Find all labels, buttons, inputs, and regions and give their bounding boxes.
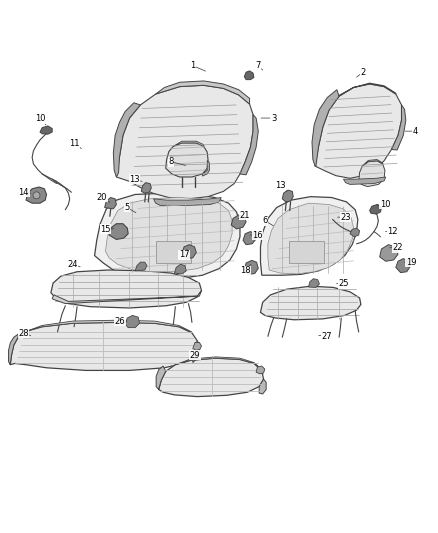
Text: 13: 13 xyxy=(275,181,287,191)
Polygon shape xyxy=(40,126,52,134)
Polygon shape xyxy=(380,245,398,261)
Polygon shape xyxy=(155,81,250,104)
Text: 14: 14 xyxy=(18,188,31,197)
Polygon shape xyxy=(396,259,410,272)
Text: 24: 24 xyxy=(67,260,80,269)
Polygon shape xyxy=(51,270,201,308)
Text: 20: 20 xyxy=(97,193,110,203)
Polygon shape xyxy=(193,341,199,362)
Polygon shape xyxy=(174,264,186,274)
Polygon shape xyxy=(289,241,324,263)
Polygon shape xyxy=(312,90,339,166)
Polygon shape xyxy=(173,141,204,147)
Polygon shape xyxy=(125,316,140,328)
Polygon shape xyxy=(261,286,361,320)
Text: 17: 17 xyxy=(179,249,189,259)
Text: 5: 5 xyxy=(125,203,136,213)
Text: 10: 10 xyxy=(377,199,390,208)
Polygon shape xyxy=(243,231,256,245)
Polygon shape xyxy=(106,198,232,272)
Text: 1: 1 xyxy=(190,61,205,71)
Text: 7: 7 xyxy=(256,61,263,70)
Polygon shape xyxy=(343,177,386,184)
Polygon shape xyxy=(370,205,381,214)
Polygon shape xyxy=(308,279,319,287)
Polygon shape xyxy=(261,197,358,275)
Text: 12: 12 xyxy=(385,227,398,236)
Polygon shape xyxy=(283,190,293,202)
Polygon shape xyxy=(244,71,254,79)
Polygon shape xyxy=(153,198,221,205)
Text: 13: 13 xyxy=(129,175,142,184)
Polygon shape xyxy=(26,187,46,203)
Polygon shape xyxy=(141,183,151,193)
Polygon shape xyxy=(362,159,383,166)
Text: 11: 11 xyxy=(69,139,81,149)
Text: 19: 19 xyxy=(404,257,417,266)
Polygon shape xyxy=(155,241,191,263)
Polygon shape xyxy=(256,366,265,374)
Text: 28: 28 xyxy=(18,329,31,338)
Text: 22: 22 xyxy=(390,243,403,252)
Text: 3: 3 xyxy=(261,114,276,123)
Polygon shape xyxy=(359,161,385,187)
Polygon shape xyxy=(193,343,201,350)
Polygon shape xyxy=(175,357,262,369)
Polygon shape xyxy=(268,203,353,274)
Polygon shape xyxy=(315,84,402,179)
Polygon shape xyxy=(166,143,208,177)
Text: 16: 16 xyxy=(250,231,263,239)
Circle shape xyxy=(33,192,40,199)
Text: 2: 2 xyxy=(357,68,366,77)
Polygon shape xyxy=(109,224,128,239)
Polygon shape xyxy=(244,261,258,274)
Text: 23: 23 xyxy=(338,213,351,222)
Text: 10: 10 xyxy=(35,115,46,125)
Text: 21: 21 xyxy=(238,211,250,220)
Text: 6: 6 xyxy=(262,216,273,226)
Polygon shape xyxy=(11,322,197,370)
Polygon shape xyxy=(135,262,147,271)
Text: 27: 27 xyxy=(319,332,332,341)
Polygon shape xyxy=(113,103,141,177)
Polygon shape xyxy=(231,215,246,229)
Text: 8: 8 xyxy=(168,157,186,166)
Polygon shape xyxy=(156,366,166,390)
Polygon shape xyxy=(339,83,396,96)
Polygon shape xyxy=(392,105,406,150)
Polygon shape xyxy=(9,334,18,365)
Text: 4: 4 xyxy=(405,127,418,136)
Polygon shape xyxy=(259,379,266,394)
Text: 18: 18 xyxy=(240,264,251,276)
Polygon shape xyxy=(159,358,264,397)
Polygon shape xyxy=(182,245,196,259)
Text: 26: 26 xyxy=(115,317,127,326)
Polygon shape xyxy=(350,228,360,237)
Polygon shape xyxy=(202,160,209,176)
Text: 29: 29 xyxy=(190,350,201,360)
Polygon shape xyxy=(95,193,240,279)
Text: 15: 15 xyxy=(100,225,113,234)
Polygon shape xyxy=(105,198,117,209)
Text: 25: 25 xyxy=(336,279,349,288)
Polygon shape xyxy=(117,85,253,199)
Polygon shape xyxy=(240,115,258,175)
Polygon shape xyxy=(52,290,201,304)
Polygon shape xyxy=(27,320,192,332)
